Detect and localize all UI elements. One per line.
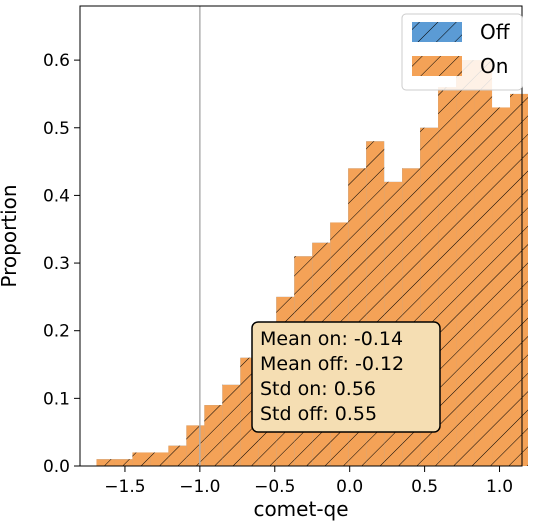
x-tick-label-1: −1.0 <box>179 477 220 497</box>
stats-box: Mean on: -0.14 Mean off: -0.12 Std on: 0… <box>251 321 441 433</box>
bar-on-hatch-7 <box>222 384 241 466</box>
bar-on-hatch-20 <box>456 60 475 466</box>
y-tick-label-4: 0.4 <box>43 186 70 206</box>
y-axis-label: Proportion <box>0 184 21 287</box>
x-axis-ticks: −1.5 −1.0 −0.5 0.0 0.5 1.0 <box>104 466 513 497</box>
legend-swatch-on-hatch <box>412 56 462 76</box>
x-tick-label-2: −0.5 <box>254 477 295 497</box>
y-tick-label-5: 0.5 <box>43 119 70 139</box>
y-axis-ticks: 0.0 0.1 0.2 0.3 0.4 0.5 0.6 <box>43 51 80 477</box>
stats-mean-off: Mean off: -0.12 <box>260 353 404 375</box>
x-tick-label-5: 1.0 <box>486 477 513 497</box>
stats-box-background <box>251 321 441 433</box>
legend: Off On <box>401 13 523 91</box>
x-tick-label-0: −1.5 <box>104 477 145 497</box>
bar-on-hatch-22 <box>492 107 511 467</box>
y-tick-label-0: 0.0 <box>43 457 70 477</box>
x-tick-label-3: 0.0 <box>336 477 363 497</box>
bar-on-hatch-6 <box>204 405 223 466</box>
bar-on-hatch-2 <box>132 452 151 466</box>
y-tick-label-2: 0.2 <box>43 322 70 342</box>
y-tick-label-3: 0.3 <box>43 254 70 274</box>
legend-label-on: On <box>480 54 508 78</box>
legend-label-off: Off <box>480 20 511 44</box>
stats-std-on: Std on: 0.56 <box>260 378 376 400</box>
plot-frame <box>79 5 523 467</box>
x-axis-label: comet-qe <box>253 497 348 521</box>
legend-swatch-off-hatch <box>412 22 462 42</box>
bar-on-hatch-23 <box>510 93 528 467</box>
stats-std-off: Std off: 0.55 <box>260 403 377 425</box>
bar-on-hatch-19 <box>438 87 457 467</box>
bar-on-hatch-3 <box>150 452 169 466</box>
y-tick-label-6: 0.6 <box>43 51 70 71</box>
bar-on-hatch-4 <box>168 445 187 466</box>
bar-on-hatch-21 <box>474 60 493 466</box>
bar-on-hatch-0 <box>96 459 115 466</box>
x-tick-label-4: 0.5 <box>411 477 438 497</box>
bar-on-hatch-1 <box>114 459 133 466</box>
stats-mean-on: Mean on: -0.14 <box>260 328 403 350</box>
y-tick-label-1: 0.1 <box>43 389 70 409</box>
bar-on-hatch-5 <box>186 425 205 466</box>
